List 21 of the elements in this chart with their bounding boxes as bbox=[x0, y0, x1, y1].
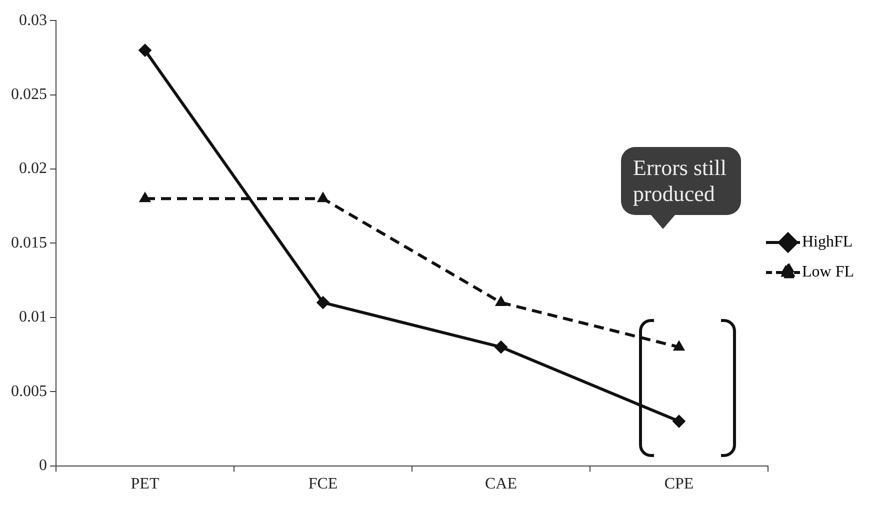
x-tick-label: CPE bbox=[664, 476, 694, 493]
point bbox=[495, 296, 507, 306]
point bbox=[139, 192, 151, 202]
point bbox=[316, 296, 330, 310]
y-tick-label: 0.015 bbox=[11, 234, 47, 252]
y-tick-label: 0.03 bbox=[19, 12, 47, 29]
legend-label: Low FL bbox=[802, 264, 854, 281]
x-tick-label: FCE bbox=[308, 476, 338, 493]
y-tick-label: 0.01 bbox=[19, 308, 47, 326]
annotation: Errors still produced bbox=[621, 147, 741, 216]
x-tick-label: CAE bbox=[485, 476, 517, 493]
point bbox=[317, 192, 329, 202]
legend-label: HighFL bbox=[802, 234, 853, 251]
point bbox=[494, 340, 508, 354]
x-tick-label: PET bbox=[130, 476, 160, 493]
y-tick-label: 0.025 bbox=[11, 86, 47, 104]
point bbox=[672, 414, 686, 428]
y-tick-label: 0.005 bbox=[11, 382, 47, 400]
point bbox=[673, 340, 685, 351]
y-tick-label: 0.02 bbox=[19, 160, 47, 178]
y-tick-label: 0 bbox=[39, 457, 47, 474]
